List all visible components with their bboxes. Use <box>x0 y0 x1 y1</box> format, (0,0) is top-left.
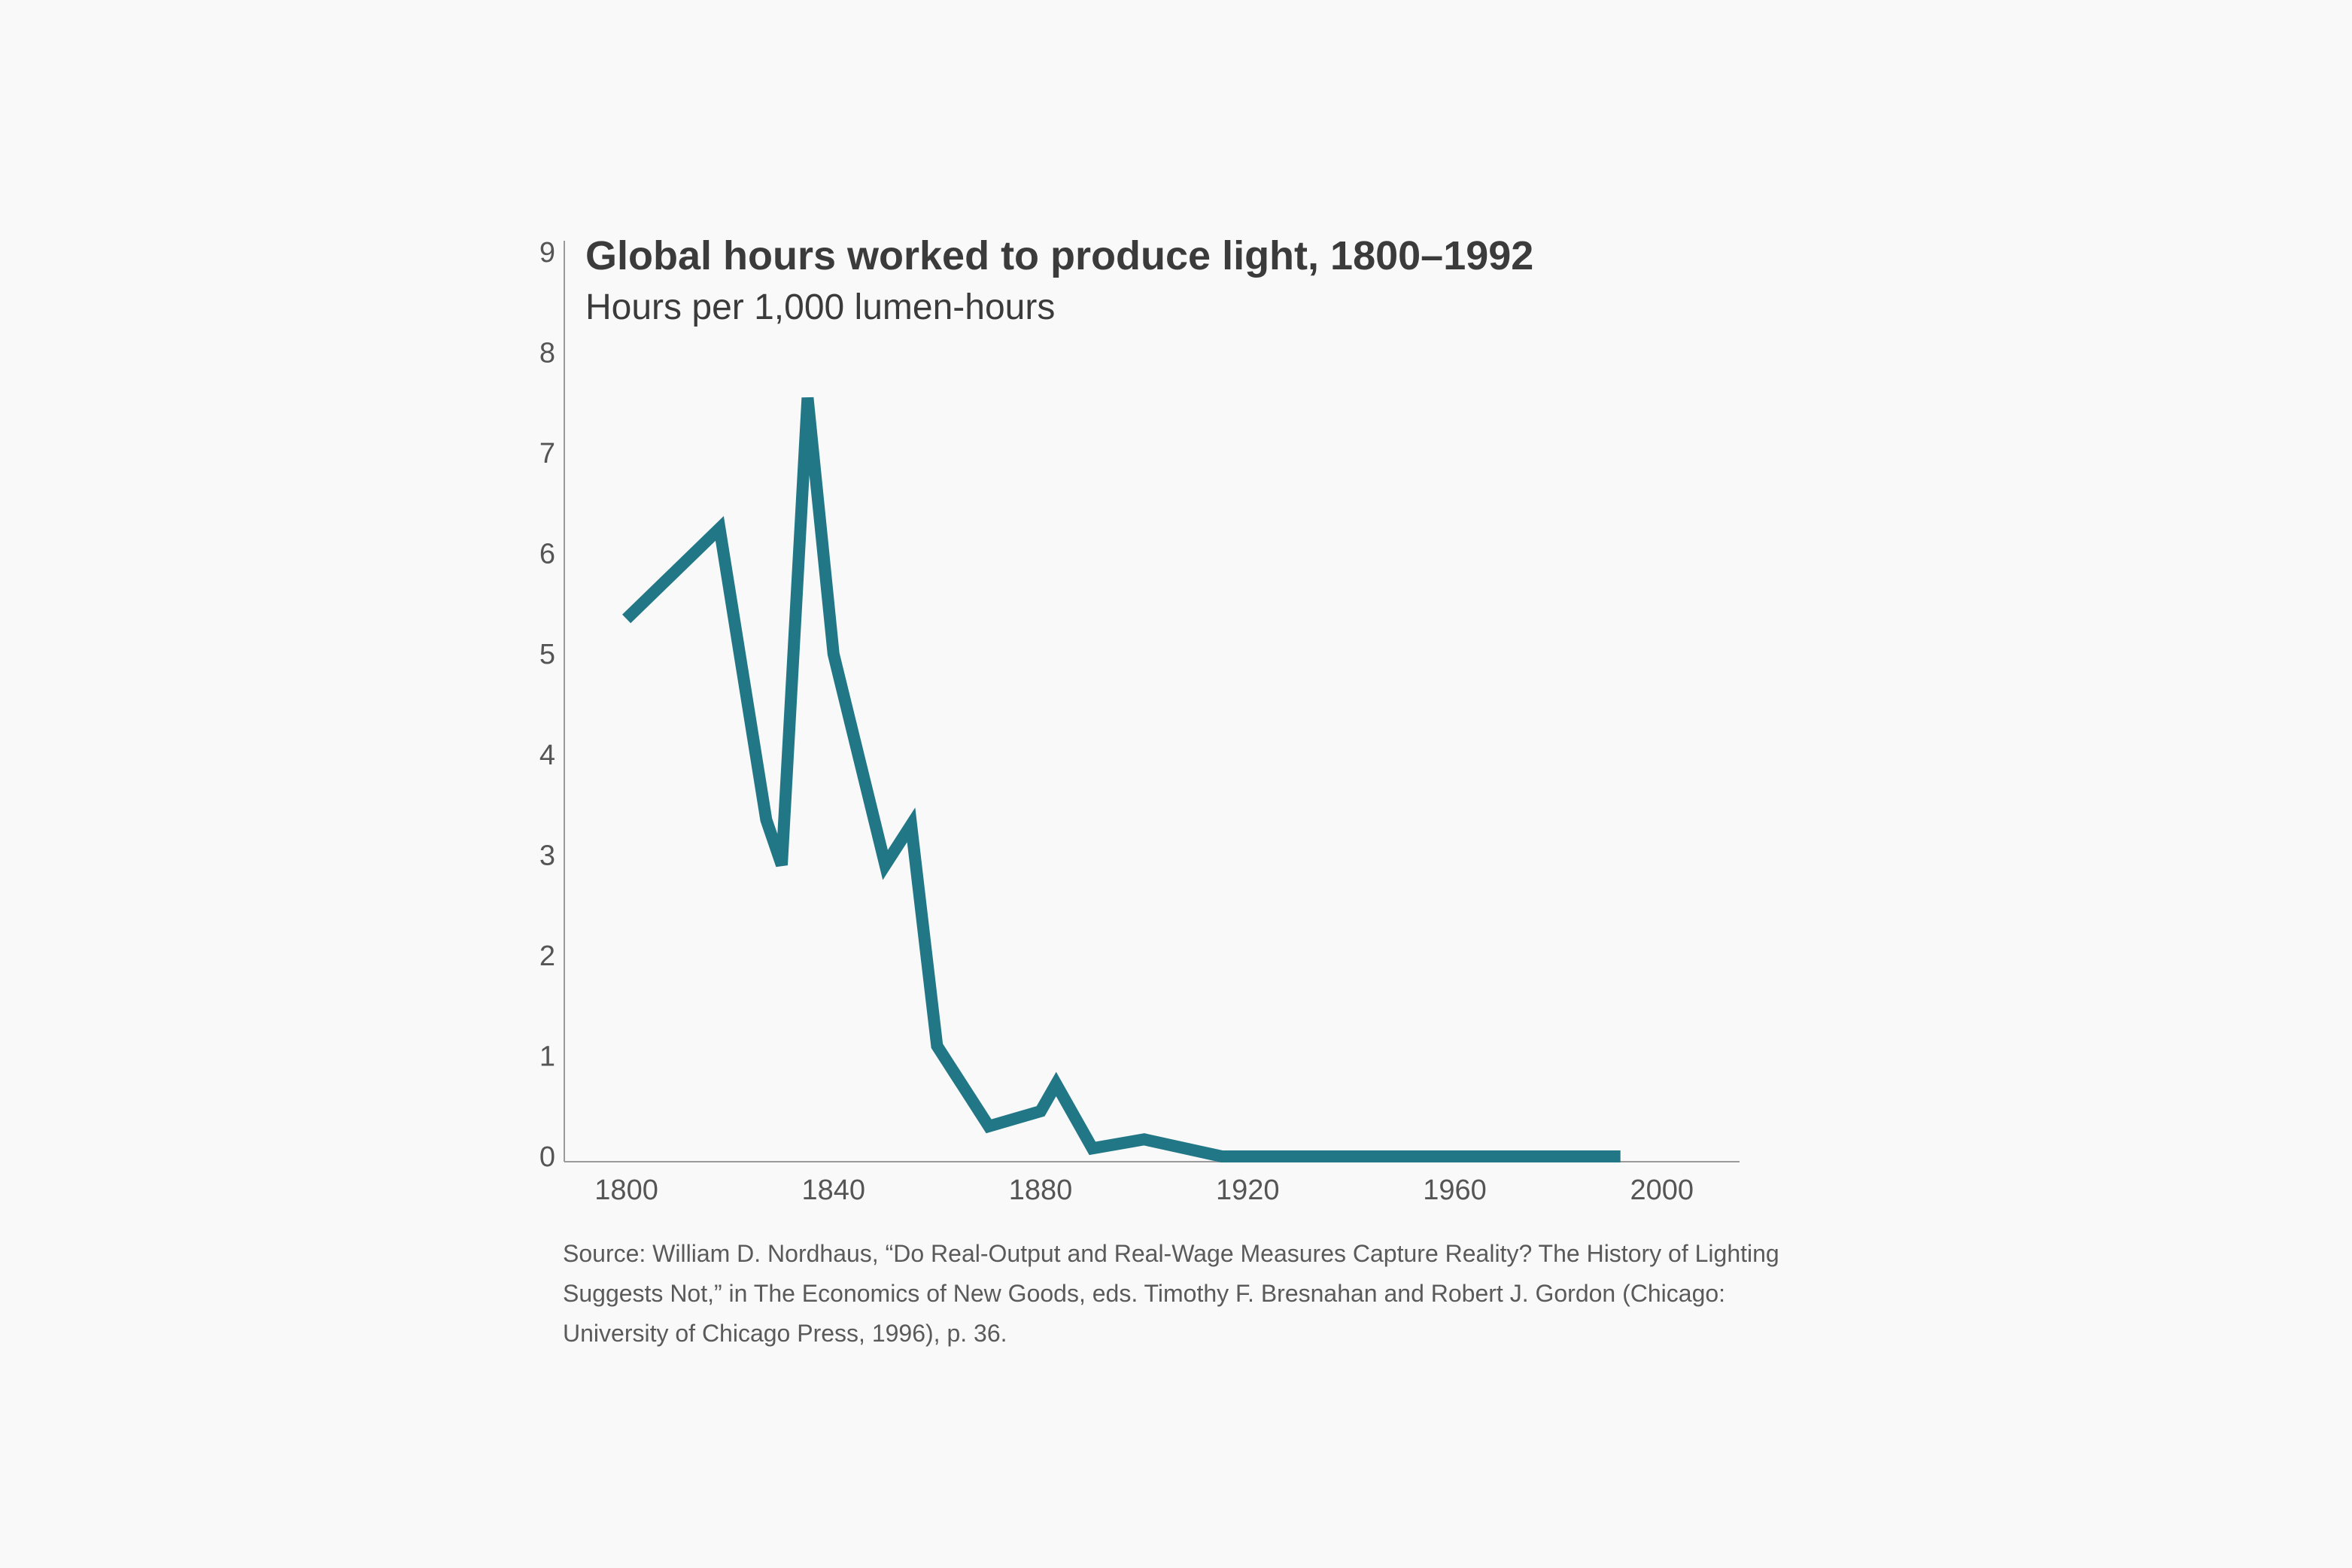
source-note: Source: William D. Nordhaus, “Do Real-Ou… <box>563 1240 1779 1347</box>
y-tick-label: 0 <box>539 1141 555 1173</box>
x-tick-label: 2000 <box>1630 1174 1694 1206</box>
y-tick-label: 8 <box>539 338 555 369</box>
x-tick-label: 1840 <box>802 1174 866 1206</box>
y-tick-label: 7 <box>539 438 555 469</box>
y-tick-label: 4 <box>539 740 555 771</box>
y-tick-label: 2 <box>539 940 555 972</box>
x-axis-ticks: 1800 1840 1880 1920 1960 2000 <box>594 1174 1694 1206</box>
chart-subtitle: Hours per 1,000 lumen-hours <box>585 287 1055 327</box>
y-tick-label: 9 <box>539 237 555 269</box>
y-tick-label: 5 <box>539 639 555 670</box>
y-tick-label: 1 <box>539 1041 555 1072</box>
x-tick-label: 1800 <box>594 1174 658 1206</box>
y-tick-label: 3 <box>539 840 555 871</box>
series-line <box>622 397 1621 1162</box>
x-tick-label: 1880 <box>1009 1174 1073 1206</box>
x-tick-label: 1960 <box>1423 1174 1487 1206</box>
y-axis-ticks: 0 1 2 3 4 5 6 7 8 9 <box>539 237 555 1173</box>
chart-title: Global hours worked to produce light, 18… <box>585 233 1533 278</box>
series-layer <box>622 397 1621 1162</box>
y-tick-label: 6 <box>539 539 555 570</box>
x-tick-label: 1920 <box>1216 1174 1280 1206</box>
